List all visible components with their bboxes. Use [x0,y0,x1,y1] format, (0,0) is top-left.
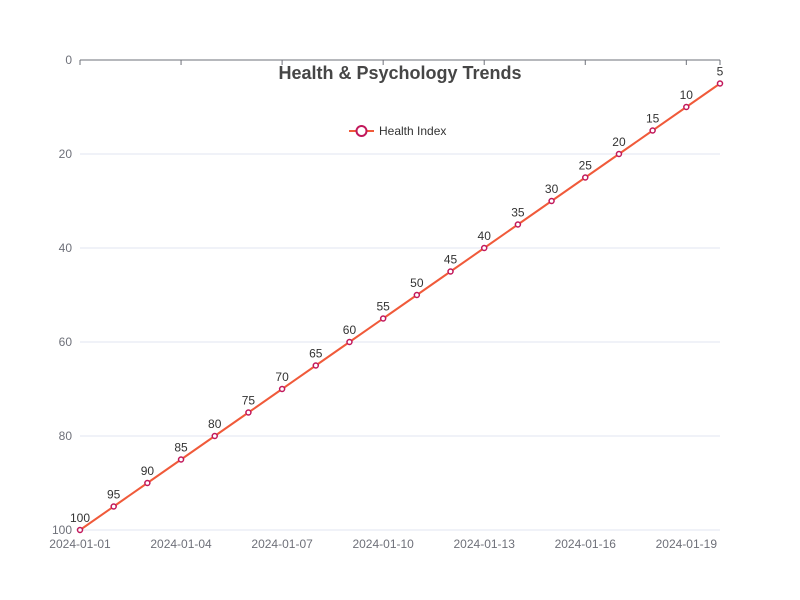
data-label: 55 [376,300,390,314]
data-label: 65 [309,347,323,361]
legend-marker-swatch [355,125,368,137]
data-label: 85 [174,441,188,455]
y-tick-label: 0 [65,53,72,67]
data-point[interactable] [278,385,286,393]
x-tick-label: 2024-01-16 [555,537,617,551]
y-tick-label: 20 [59,147,73,161]
data-point[interactable] [177,456,185,463]
legend-label: Health Index [379,124,446,138]
series-health-index [76,80,724,534]
data-label: 25 [579,159,593,173]
data-label: 30 [545,182,559,196]
data-label: 80 [208,417,222,431]
x-tick-label: 2024-01-07 [251,537,313,551]
y-tick-label: 40 [59,241,73,255]
data-point[interactable] [649,127,656,134]
data-point[interactable] [716,80,724,87]
legend[interactable]: Health Index [349,124,446,138]
x-tick-label: 2024-01-10 [352,537,414,551]
data-label: 45 [444,253,458,267]
data-point[interactable] [245,409,252,416]
data-label: 35 [511,206,525,220]
data-label: 95 [107,488,121,502]
data-point[interactable] [379,315,387,322]
data-point[interactable] [76,526,84,534]
data-labels: 100 95 90 85 80 75 70 65 60 55 50 45 40 35 30 25 20 15 10 5 [70,65,724,526]
data-label: 50 [410,276,424,290]
data-point[interactable] [480,244,488,252]
data-point[interactable] [413,291,421,299]
data-label: 70 [275,370,289,384]
data-point[interactable] [548,197,555,205]
grid-lines [80,153,720,531]
data-point[interactable] [312,362,320,369]
series-line [79,82,721,531]
x-tick-label: 2024-01-19 [656,537,718,551]
data-label: 5 [717,65,724,79]
x-tick-label: 2024-01-01 [49,537,111,551]
data-label: 40 [478,229,492,243]
data-point[interactable] [615,150,623,158]
data-label: 20 [612,135,626,149]
data-label: 10 [680,88,694,102]
data-label: 75 [242,394,256,408]
data-point[interactable] [447,268,454,275]
chart-title: Health & Psychology Trends [278,63,521,83]
data-point[interactable] [346,338,353,346]
y-tick-label: 100 [52,523,72,537]
y-tick-label: 80 [59,429,73,443]
data-point[interactable] [582,174,589,181]
data-point[interactable] [211,432,218,440]
data-point[interactable] [514,221,522,228]
data-label: 60 [343,323,357,337]
data-point[interactable] [144,479,151,487]
data-label: 15 [646,112,660,126]
x-tick-label: 2024-01-04 [150,537,212,551]
data-label: 100 [70,511,90,525]
y-tick-label: 60 [59,335,73,349]
x-tick-label: 2024-01-13 [454,537,516,551]
data-point[interactable] [683,103,690,111]
data-point[interactable] [110,503,117,510]
data-label: 90 [141,464,155,478]
